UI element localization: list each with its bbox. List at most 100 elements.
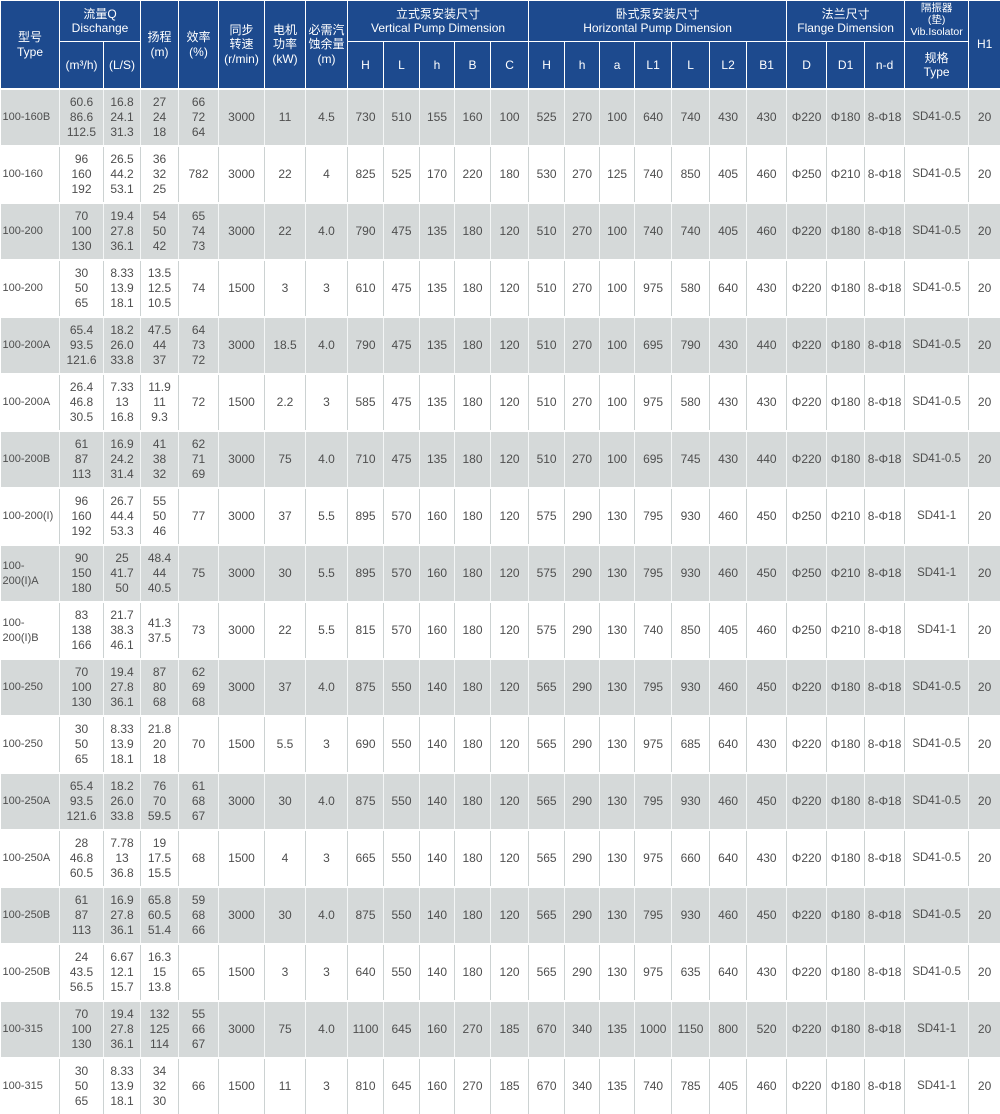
cell-horizontal-L2: 460 bbox=[710, 659, 747, 716]
cell-isolator-type: SD41-0.5 bbox=[905, 773, 969, 830]
header-row-groups: 型号 Type 流量Q Dischange 扬程 (m) 效率 (%) 同步 转… bbox=[1, 1, 1000, 42]
cell-vertical-B: 180 bbox=[455, 773, 491, 830]
cell-head: 19 17.5 15.5 bbox=[141, 830, 179, 887]
cell-horizontal-h: 340 bbox=[565, 1058, 600, 1114]
cell-speed: 1500 bbox=[219, 944, 265, 1001]
cell-flow-ls: 26.7 44.4 53.3 bbox=[104, 488, 141, 545]
cell-efficiency: 61 68 67 bbox=[179, 773, 219, 830]
cell-horizontal-H: 530 bbox=[529, 146, 565, 203]
cell-vertical-h: 140 bbox=[420, 944, 455, 1001]
cell-horizontal-h: 270 bbox=[565, 431, 600, 488]
cell-npsh: 3 bbox=[306, 374, 348, 431]
cell-horizontal-B1: 520 bbox=[747, 1001, 787, 1058]
cell-horizontal-a: 130 bbox=[600, 773, 635, 830]
cell-vertical-B: 180 bbox=[455, 488, 491, 545]
cell-speed: 3000 bbox=[219, 887, 265, 944]
table-body: 100-160B 60.6 86.6 112.5 16.8 24.1 31.3 … bbox=[1, 89, 1000, 1114]
cell-vertical-H: 895 bbox=[348, 488, 384, 545]
cell-horizontal-h: 290 bbox=[565, 659, 600, 716]
cell-npsh: 3 bbox=[306, 1058, 348, 1114]
cell-vertical-L: 550 bbox=[384, 887, 420, 944]
cell-horizontal-H: 510 bbox=[529, 203, 565, 260]
cell-flange-D: Φ220 bbox=[787, 887, 827, 944]
cell-vertical-C: 120 bbox=[491, 317, 529, 374]
cell-horizontal-L2: 460 bbox=[710, 773, 747, 830]
cell-vertical-C: 120 bbox=[491, 887, 529, 944]
col-header-flange-D: D bbox=[787, 42, 827, 90]
cell-flow-ls: 7.33 13 16.8 bbox=[104, 374, 141, 431]
cell-vertical-B: 180 bbox=[455, 659, 491, 716]
cell-horizontal-L1: 975 bbox=[635, 830, 672, 887]
cell-npsh: 4.0 bbox=[306, 431, 348, 488]
col-header-isolator-type: 规格 Type bbox=[905, 42, 969, 90]
cell-flange-nd: 8-Φ18 bbox=[865, 374, 905, 431]
cell-type: 100-250B bbox=[1, 887, 60, 944]
cell-vertical-C: 180 bbox=[491, 146, 529, 203]
cell-power: 4 bbox=[265, 830, 306, 887]
cell-horizontal-a: 100 bbox=[600, 317, 635, 374]
cell-power: 2.2 bbox=[265, 374, 306, 431]
col-header-horizontal-L1: L1 bbox=[635, 42, 672, 90]
cell-vertical-L: 570 bbox=[384, 602, 420, 659]
cell-h1: 20 bbox=[969, 260, 1000, 317]
cell-power: 11 bbox=[265, 1058, 306, 1114]
cell-horizontal-L: 930 bbox=[672, 545, 710, 602]
cell-horizontal-H: 525 bbox=[529, 89, 565, 146]
cell-vertical-H: 1100 bbox=[348, 1001, 384, 1058]
cell-type: 100-315 bbox=[1, 1001, 60, 1058]
col-header-h1: H1 bbox=[969, 1, 1000, 90]
cell-horizontal-L: 740 bbox=[672, 203, 710, 260]
cell-h1: 20 bbox=[969, 488, 1000, 545]
table-row: 100-160 96 160 192 26.5 44.2 53.1 36 32 … bbox=[1, 146, 1000, 203]
cell-vertical-h: 160 bbox=[420, 545, 455, 602]
cell-speed: 1500 bbox=[219, 1058, 265, 1114]
cell-horizontal-B1: 430 bbox=[747, 374, 787, 431]
cell-speed: 3000 bbox=[219, 659, 265, 716]
cell-npsh: 4.0 bbox=[306, 887, 348, 944]
cell-flow-ls: 18.2 26.0 33.8 bbox=[104, 317, 141, 374]
cell-head: 41.3 37.5 bbox=[141, 602, 179, 659]
cell-horizontal-L: 785 bbox=[672, 1058, 710, 1114]
cell-horizontal-h: 290 bbox=[565, 773, 600, 830]
cell-flange-nd: 8-Φ18 bbox=[865, 260, 905, 317]
cell-flow-ls: 19.4 27.8 36.1 bbox=[104, 203, 141, 260]
cell-vertical-B: 160 bbox=[455, 89, 491, 146]
cell-h1: 20 bbox=[969, 659, 1000, 716]
table-row: 100-200(I) 96 160 192 26.7 44.4 53.3 55 … bbox=[1, 488, 1000, 545]
col-header-vertical-C: C bbox=[491, 42, 529, 90]
cell-horizontal-L: 740 bbox=[672, 89, 710, 146]
cell-horizontal-L2: 405 bbox=[710, 203, 747, 260]
cell-head: 48.4 44 40.5 bbox=[141, 545, 179, 602]
cell-npsh: 4 bbox=[306, 146, 348, 203]
cell-speed: 1500 bbox=[219, 830, 265, 887]
cell-vertical-H: 665 bbox=[348, 830, 384, 887]
cell-flow-ls: 16.9 27.8 36.1 bbox=[104, 887, 141, 944]
cell-vertical-L: 510 bbox=[384, 89, 420, 146]
cell-flow-ls: 21.7 38.3 46.1 bbox=[104, 602, 141, 659]
cell-type: 100-250B bbox=[1, 944, 60, 1001]
cell-npsh: 4.0 bbox=[306, 1001, 348, 1058]
cell-h1: 20 bbox=[969, 602, 1000, 659]
cell-flow-ls: 8.33 13.9 18.1 bbox=[104, 716, 141, 773]
cell-power: 11 bbox=[265, 89, 306, 146]
cell-power: 30 bbox=[265, 545, 306, 602]
cell-flow-m3h: 30 50 65 bbox=[60, 1058, 104, 1114]
col-header-discharge-group: 流量Q Dischange bbox=[60, 1, 141, 42]
cell-type: 100-200(I)A bbox=[1, 545, 60, 602]
cell-vertical-h: 170 bbox=[420, 146, 455, 203]
cell-horizontal-a: 100 bbox=[600, 203, 635, 260]
cell-npsh: 5.5 bbox=[306, 602, 348, 659]
cell-vertical-h: 135 bbox=[420, 203, 455, 260]
cell-type: 100-200A bbox=[1, 317, 60, 374]
cell-horizontal-H: 670 bbox=[529, 1058, 565, 1114]
cell-efficiency: 77 bbox=[179, 488, 219, 545]
cell-vertical-C: 120 bbox=[491, 374, 529, 431]
cell-horizontal-L1: 795 bbox=[635, 488, 672, 545]
cell-flange-D1: Φ180 bbox=[827, 1001, 865, 1058]
cell-vertical-L: 550 bbox=[384, 830, 420, 887]
cell-vertical-L: 550 bbox=[384, 716, 420, 773]
cell-power: 37 bbox=[265, 659, 306, 716]
cell-flow-m3h: 96 160 192 bbox=[60, 488, 104, 545]
cell-power: 75 bbox=[265, 1001, 306, 1058]
